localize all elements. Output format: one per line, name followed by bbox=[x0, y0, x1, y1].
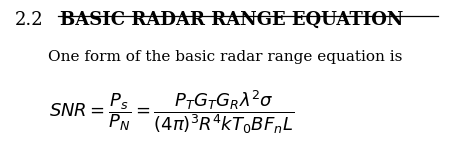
Text: One form of the basic radar range equation is: One form of the basic radar range equati… bbox=[48, 50, 402, 64]
Text: BASIC RADAR RANGE EQUATION: BASIC RADAR RANGE EQUATION bbox=[60, 11, 403, 29]
Text: $SNR = \dfrac{P_s}{P_N} = \dfrac{P_T G_T G_R \lambda^2 \sigma}{(4\pi)^3 R^4 k T_: $SNR = \dfrac{P_s}{P_N} = \dfrac{P_T G_T… bbox=[49, 88, 294, 136]
Text: 2.2: 2.2 bbox=[15, 11, 44, 29]
